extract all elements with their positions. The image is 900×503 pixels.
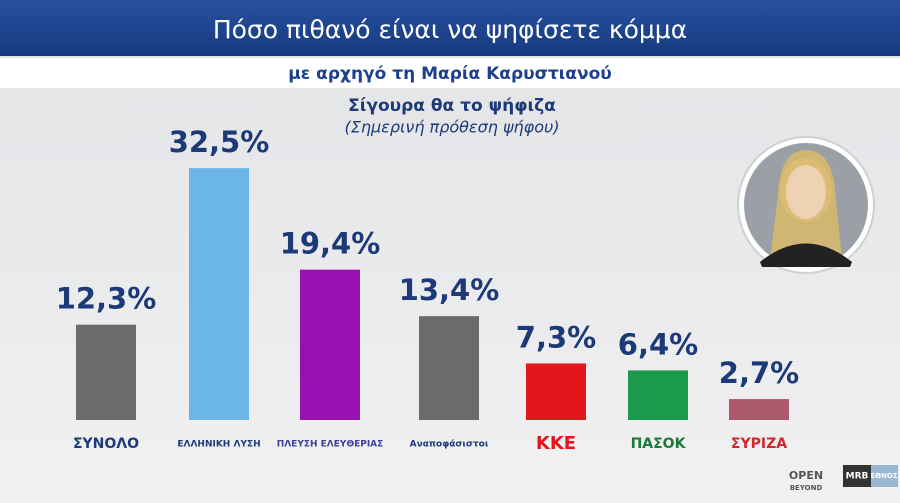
value-label: 13,4% <box>399 273 500 307</box>
category-label: ΣΥΡΙΖΑ <box>731 436 787 452</box>
brand-beyond: BEYOND <box>790 484 823 492</box>
bar <box>729 399 789 420</box>
bar <box>419 316 479 420</box>
subtitle-band <box>0 58 900 88</box>
value-label: 2,7% <box>719 356 799 390</box>
chart-subheading: (Σημερινή πρόθεση ψήφου) <box>345 118 560 137</box>
bar <box>300 269 360 420</box>
header-bar <box>0 0 900 56</box>
value-label: 19,4% <box>280 227 381 261</box>
subtitle: με αρχηγό τη Μαρία Καρυστιανού <box>288 64 611 84</box>
bar <box>526 363 586 420</box>
brand-mrb: MRB <box>846 472 869 482</box>
category-label: ΕΛΛΗΝΙΚΗ ΛΥΣΗ <box>177 440 260 450</box>
bar <box>189 168 249 420</box>
category-label: ΠΛΕΥΣΗ ΕΛΕΥΘΕΡΙΑΣ <box>277 440 384 450</box>
bar <box>76 324 136 420</box>
brand-open: OPEN <box>789 469 823 482</box>
brand-ethnos: ΕΘΝΟΣ <box>870 472 898 480</box>
value-label: 6,4% <box>618 327 698 361</box>
title: Πόσο πιθανό είναι να ψηφίσετε κόμμα <box>213 15 687 44</box>
category-label: ΚΚΕ <box>536 433 576 454</box>
portrait <box>737 136 875 274</box>
category-label: ΠΑΣΟΚ <box>631 436 687 452</box>
value-label: 32,5% <box>169 125 270 159</box>
branding: OPEN BEYOND MRB ΕΘΝΟΣ <box>789 465 898 492</box>
category-label: Αναποφάσιστοι <box>410 440 489 450</box>
category-label: ΣΥΝΟΛΟ <box>73 436 139 452</box>
value-label: 12,3% <box>56 282 157 316</box>
value-label: 7,3% <box>516 320 596 354</box>
chart-heading: Σίγουρα θα το ψήφιζα <box>348 96 556 116</box>
bar <box>628 370 688 420</box>
